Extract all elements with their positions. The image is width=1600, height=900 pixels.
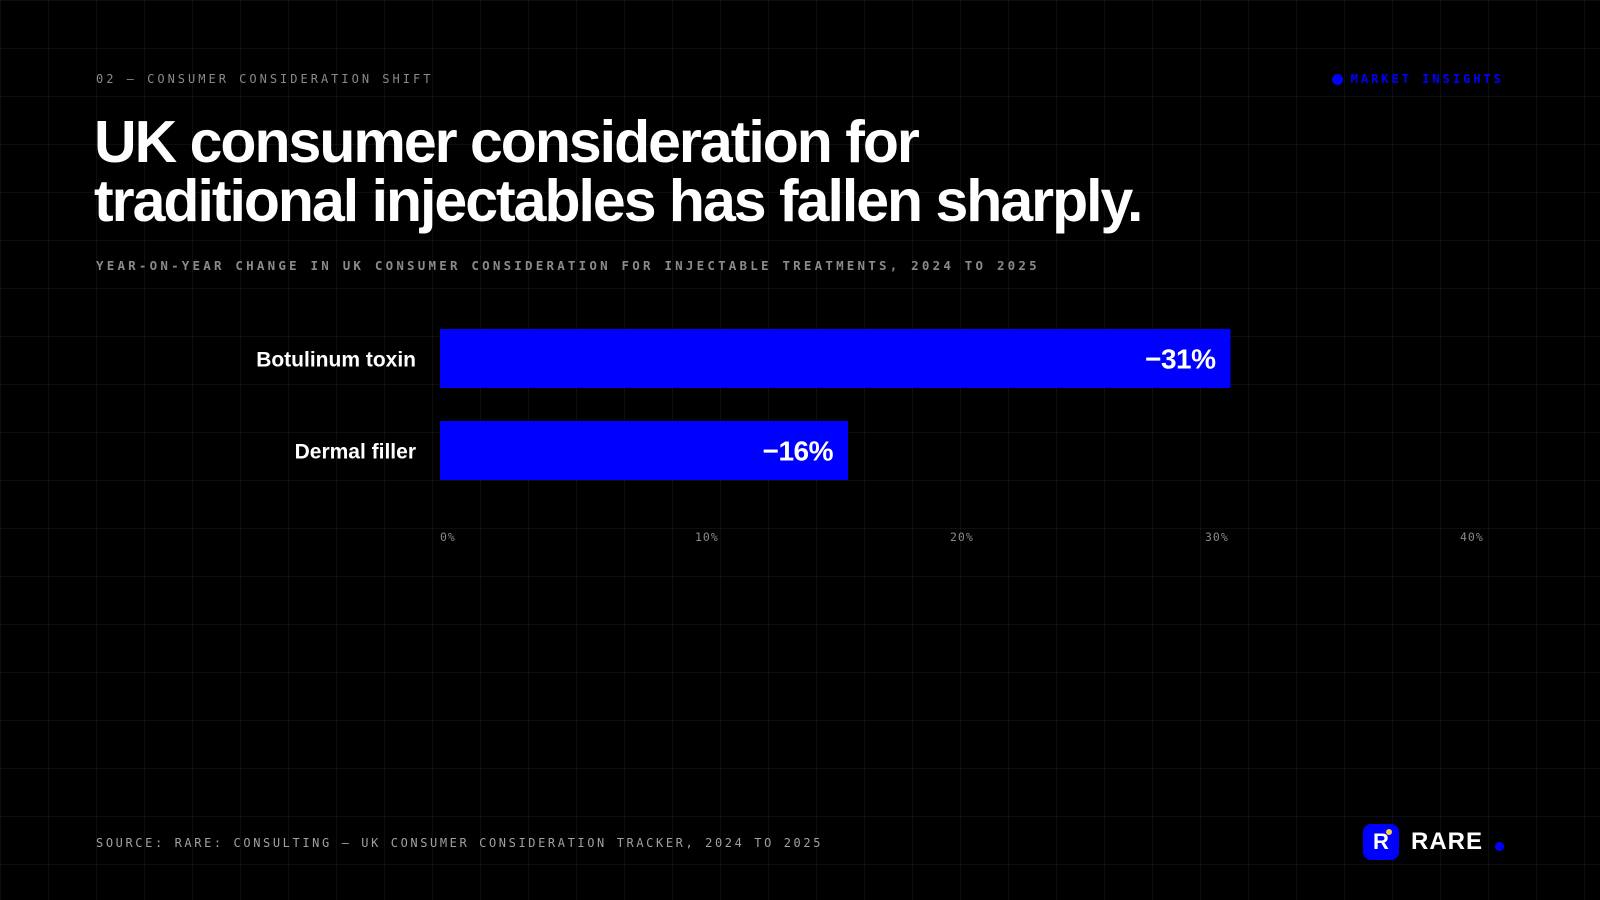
brand-name: RARE: [1410, 828, 1483, 855]
dot-icon: [1495, 841, 1504, 851]
page-title: UK consumer consideration for traditiona…: [94, 113, 1394, 231]
brand-logo: R RARE: [1362, 824, 1504, 860]
x-tick-label: 40%: [1460, 530, 1484, 544]
dot-icon: [1331, 73, 1343, 85]
brand-mark-letter: R: [1373, 829, 1389, 854]
source-note: SOURCE: RARE: CONSULTING — UK CONSUMER C…: [96, 836, 824, 850]
x-tick-label: 20%: [950, 530, 974, 544]
chart-subtitle: YEAR-ON-YEAR CHANGE IN UK CONSUMER CONSI…: [96, 258, 1040, 273]
tag-label: MARKET INSIGHTS: [1350, 72, 1504, 86]
x-tick-label: 0%: [440, 530, 456, 544]
bar-2: [440, 421, 848, 480]
brand-mark: R: [1362, 824, 1399, 860]
bar-1: [440, 329, 1231, 388]
x-tick-label: 30%: [1205, 530, 1229, 544]
market-insights-tag: MARKET INSIGHTS: [1331, 72, 1504, 86]
spark-dot-icon: [1385, 829, 1392, 835]
value-label: −16%: [763, 436, 834, 467]
title-line-2: traditional injectables has fallen sharp…: [94, 168, 1143, 234]
category-label: Dermal filler: [295, 441, 416, 464]
category-label: Botulinum toxin: [256, 349, 416, 372]
x-tick-label: 10%: [695, 530, 719, 544]
title-line-1: UK consumer consideration for: [94, 109, 920, 175]
value-label: −31%: [1145, 344, 1216, 375]
section-eyebrow: 02 — CONSUMER CONSIDERATION SHIFT: [96, 72, 434, 86]
